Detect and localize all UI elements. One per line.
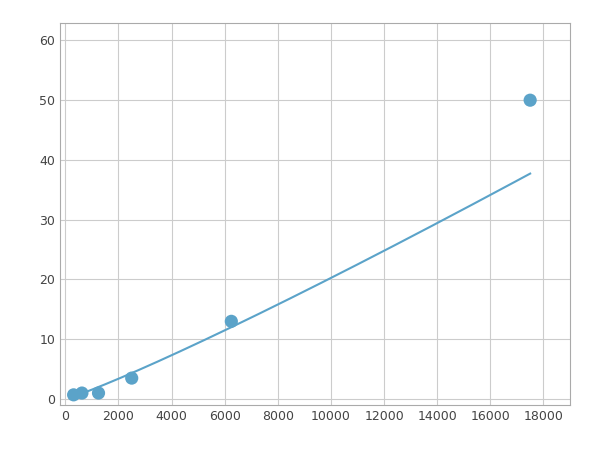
Point [94,389,103,396]
Point [127,374,137,382]
Point [77,389,87,396]
Point [227,318,236,325]
Point [526,97,535,104]
Point [69,391,79,398]
